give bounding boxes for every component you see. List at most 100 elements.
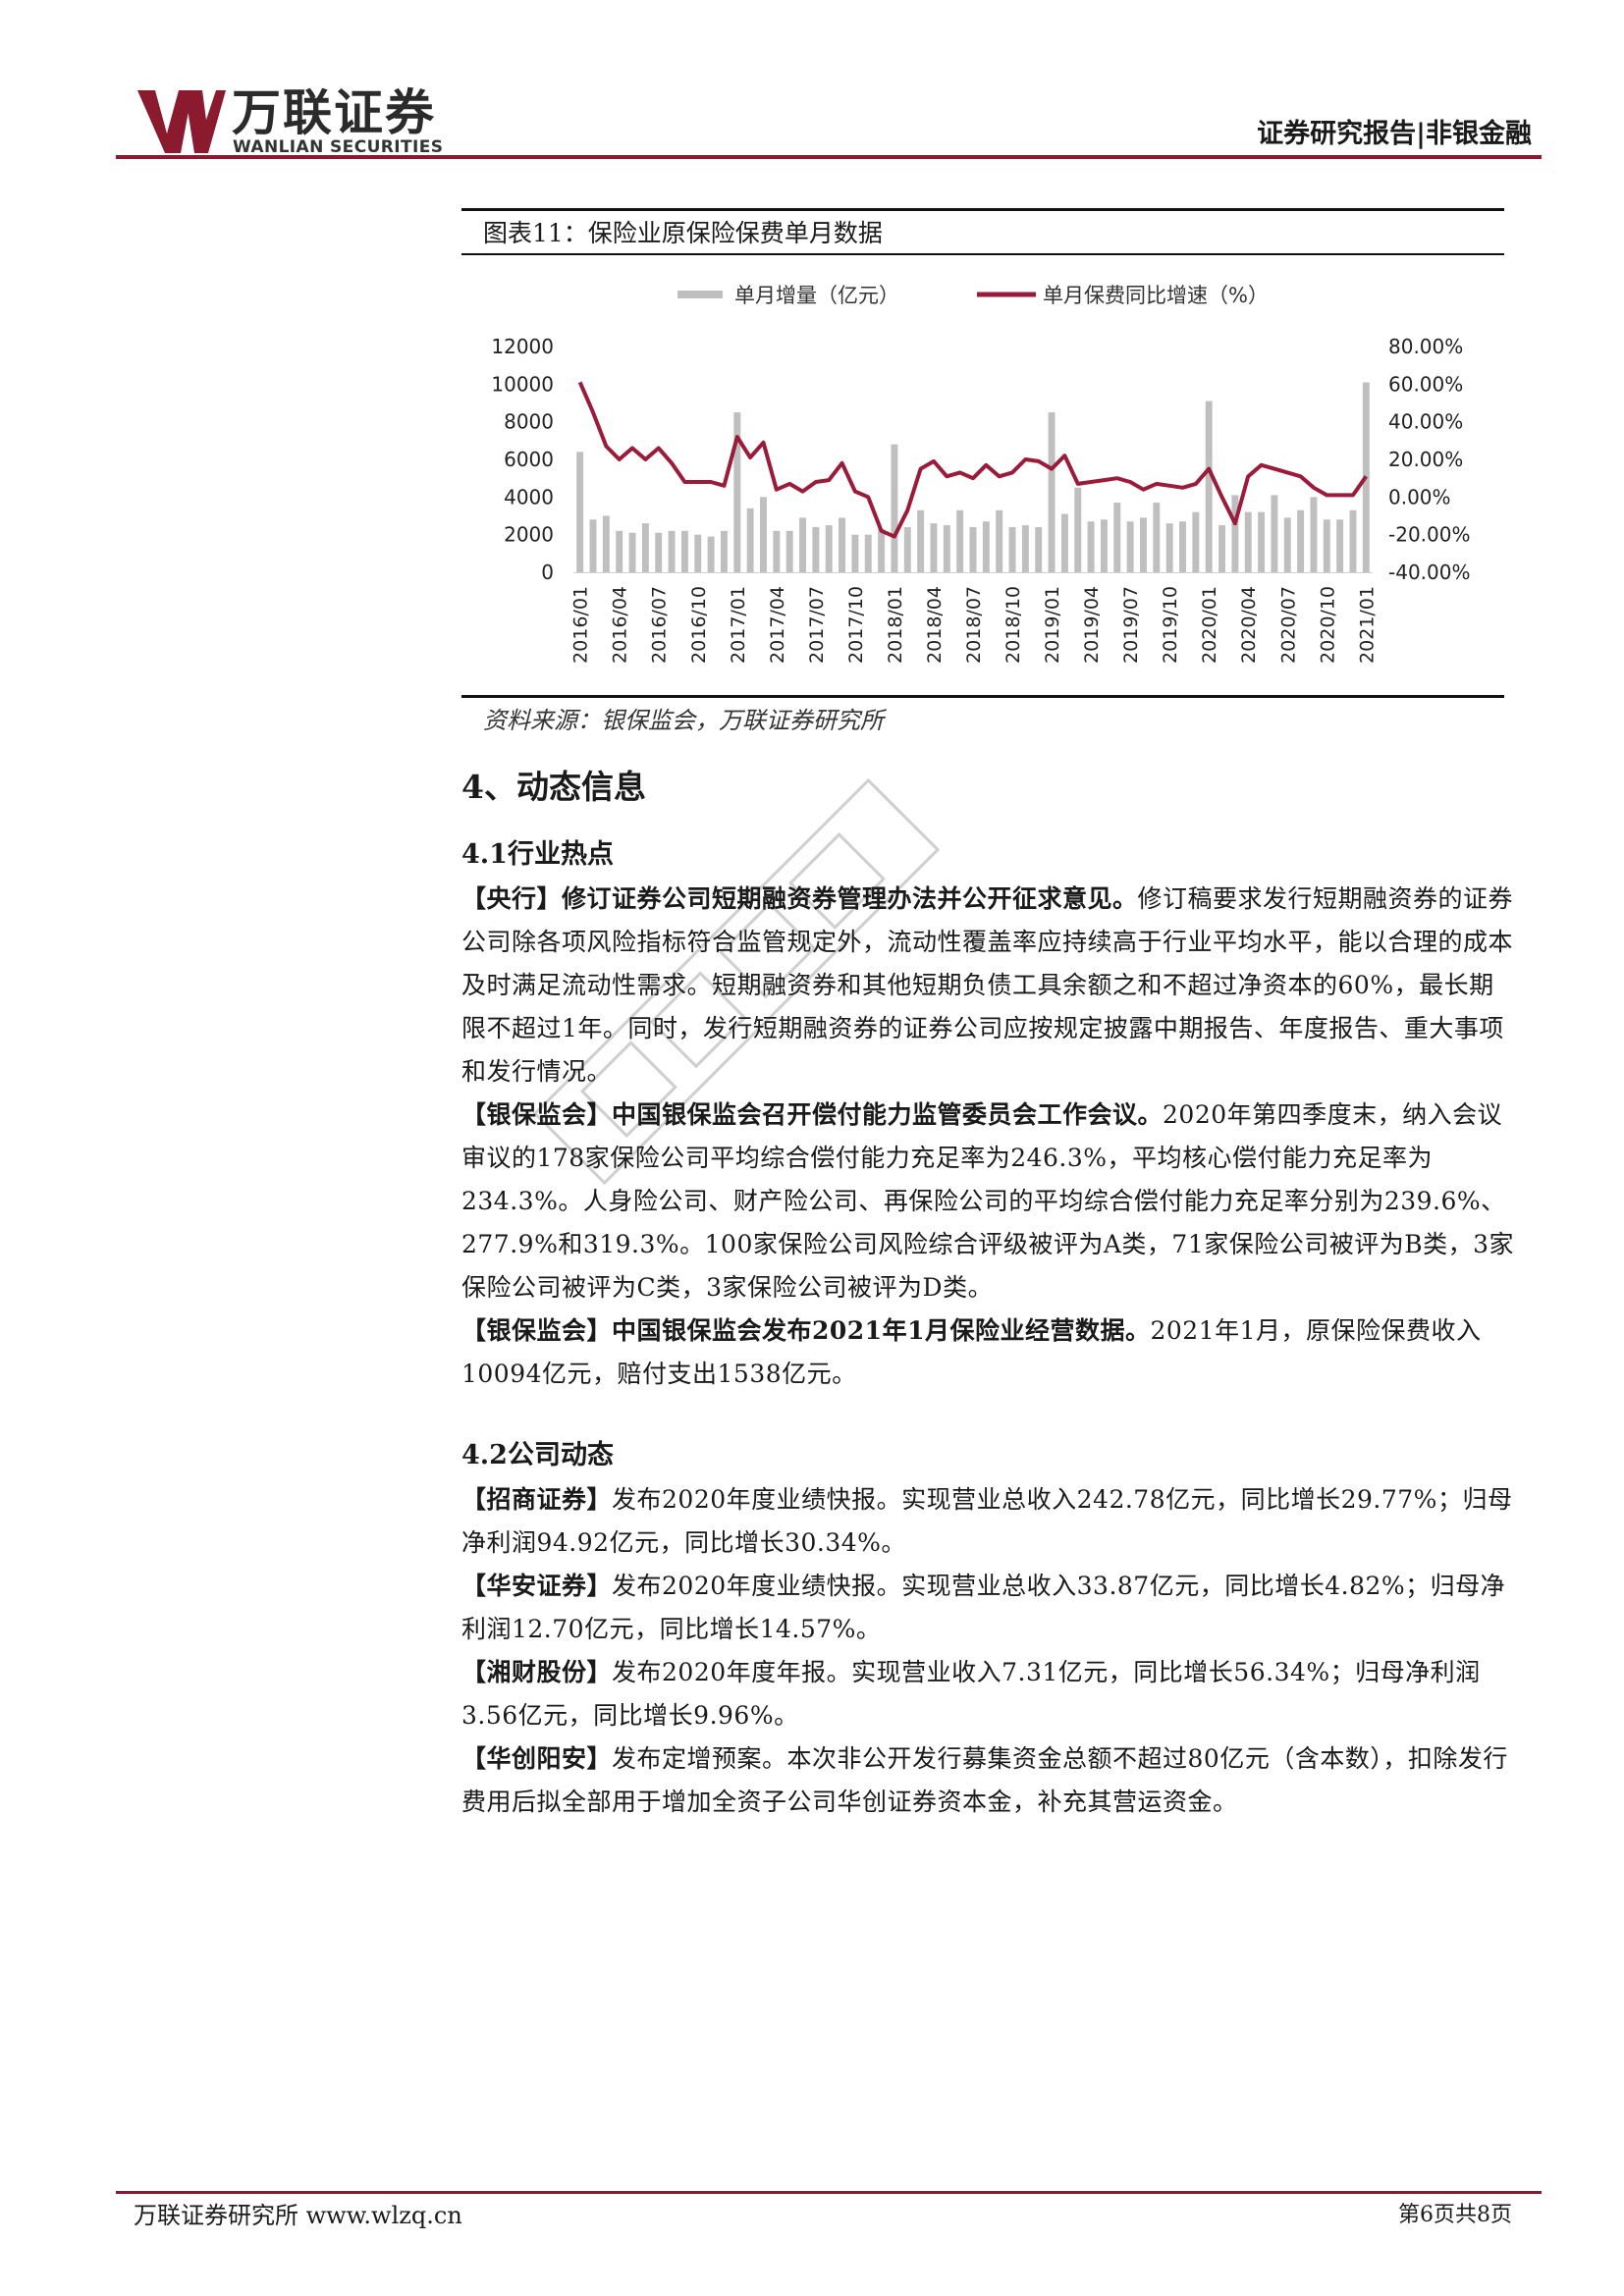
bar <box>1271 495 1278 572</box>
news-body: 2020年第四季度末，纳入会议审议的178家保险公司平均综合偿付能力充足率为24… <box>461 1100 1515 1302</box>
bar <box>680 530 688 572</box>
x-tick-label: 2017/10 <box>845 586 867 664</box>
y-right-tick-label: 0.00% <box>1388 485 1451 508</box>
bar <box>733 412 741 572</box>
bar <box>1192 511 1200 572</box>
bar <box>1323 519 1330 572</box>
company-name: 【华创阳安】 <box>461 1744 613 1773</box>
y-right-tick-label: 20.00% <box>1388 448 1463 471</box>
bar <box>576 452 584 572</box>
company-paragraph: 【湘财股份】发布2020年度年报。实现营业收入7.31亿元，同比增长56.34%… <box>461 1651 1516 1737</box>
x-tick-label: 2017/04 <box>767 586 788 664</box>
x-tick-label: 2019/10 <box>1160 586 1181 664</box>
bar <box>930 523 938 572</box>
bar <box>1179 521 1186 572</box>
figure-title: 图表11：保险业原保险保费单月数据 <box>483 219 883 247</box>
bar <box>917 509 925 572</box>
figure-source: 资料来源：银保监会，万联证券研究所 <box>483 707 884 734</box>
x-tick-label: 2016/10 <box>688 586 710 664</box>
y-right-tick-label: 60.00% <box>1388 372 1463 396</box>
bar <box>1140 517 1147 572</box>
bar <box>1205 400 1213 572</box>
x-tick-label: 2019/04 <box>1081 586 1103 664</box>
y-left-tick-label: 12000 <box>491 335 554 358</box>
bar <box>903 527 911 572</box>
news-paragraph: 【央行】修订证券公司短期融资券管理办法并公开征求意见。修订稿要求发行短期融资券的… <box>461 878 1516 1094</box>
bar <box>1074 487 1082 572</box>
bar <box>891 444 898 572</box>
y-left-tick-label: 8000 <box>504 410 554 434</box>
y-right-tick-label: 80.00% <box>1388 335 1463 358</box>
bar <box>825 525 833 572</box>
legend-label-line: 单月保费同比增速（%） <box>1043 284 1269 307</box>
x-tick-label: 2017/07 <box>806 586 828 664</box>
logo-text-en: WANLIAN SECURITIES <box>233 137 444 157</box>
bar <box>773 530 781 572</box>
header-divider <box>116 155 1542 159</box>
x-tick-label: 2018/04 <box>924 586 946 664</box>
news-headline: 【银保监会】中国银保监会发布2021年1月保险业经营数据。 <box>461 1316 1151 1345</box>
bar <box>1035 527 1043 572</box>
bar <box>602 515 610 572</box>
bar <box>839 517 846 572</box>
x-tick-label: 2019/07 <box>1120 586 1142 664</box>
y-left-tick-label: 4000 <box>504 485 554 508</box>
bar <box>1258 511 1266 572</box>
bar <box>1349 509 1357 572</box>
company-body: 发布定增预案。本次非公开发行募集资金总额不超过80亿元（含本数），扣除发行费用后… <box>461 1744 1508 1816</box>
bar <box>1126 521 1134 572</box>
y-right-tick-label: 40.00% <box>1388 410 1463 434</box>
footer-institute: 万联证券研究所 www.wlzq.cn <box>134 2202 462 2229</box>
company-name: 【华安证券】 <box>461 1572 613 1600</box>
bar <box>864 534 872 572</box>
y-right-tick-label: -40.00% <box>1388 561 1470 584</box>
news-headline: 【央行】修订证券公司短期融资券管理办法并公开征求意见。 <box>461 884 1138 913</box>
bar <box>694 534 702 572</box>
y-left-tick-label: 6000 <box>504 448 554 471</box>
bar <box>655 532 663 572</box>
x-tick-label: 2020/01 <box>1199 586 1220 664</box>
company-body: 发布2020年度业绩快报。实现营业总收入33.87亿元，同比增长4.82%；归母… <box>461 1572 1506 1643</box>
bar <box>996 509 1003 572</box>
premium-chart: 单月增量（亿元） 单月保费同比增速（%） 0 2000 4000 6000 8000 1000… <box>491 284 1470 664</box>
subsection-title-industry: 4.1行业热点 <box>461 839 614 870</box>
bar <box>799 517 806 572</box>
bar <box>746 507 754 572</box>
legend-label-bar: 单月增量（亿元） <box>734 284 899 307</box>
company-paragraph: 【华安证券】发布2020年度业绩快报。实现营业总收入33.87亿元，同比增长4.… <box>461 1565 1516 1651</box>
x-tick-label: 2020/07 <box>1277 586 1299 664</box>
bar <box>1310 497 1318 572</box>
bar <box>1048 412 1056 572</box>
bar <box>943 525 950 572</box>
legend-swatch-bar <box>677 291 723 298</box>
watermark-icon <box>532 777 941 1186</box>
report-type-label: 证券研究报告|非银金融 <box>1257 119 1532 149</box>
bar <box>641 523 649 572</box>
company-paragraph: 【华创阳安】发布定增预案。本次非公开发行募集资金总额不超过80亿元（含本数），扣… <box>461 1737 1516 1824</box>
bar <box>760 497 767 572</box>
company-body: 发布2020年度年报。实现营业收入7.31亿元，同比增长56.34%；归母净利润… <box>461 1658 1481 1730</box>
bar <box>1165 523 1173 572</box>
bar <box>1008 527 1016 572</box>
bar <box>878 528 886 572</box>
bar <box>956 509 964 572</box>
bar <box>1021 525 1029 572</box>
bar <box>969 527 977 572</box>
bar <box>628 532 636 572</box>
bar <box>1113 503 1121 572</box>
news-body: 2021年1月，原保险保费收入10094亿元，赔付支出1538亿元。 <box>461 1316 1482 1388</box>
section-title: 4、动态信息 <box>461 768 646 806</box>
x-tick-label: 2016/07 <box>649 586 671 664</box>
bar <box>707 536 715 572</box>
x-tick-label: 2020/04 <box>1238 586 1260 664</box>
company-name: 【招商证券】 <box>461 1485 613 1514</box>
figure-bottom-rule <box>461 695 1504 698</box>
x-tick-label: 2017/01 <box>728 586 749 664</box>
news-body: 修订稿要求发行短期融资券的证券公司除各项风险指标符合监管规定外，流动性覆盖率应持… <box>461 884 1514 1086</box>
bar <box>1100 519 1108 572</box>
news-headline: 【银保监会】中国银保监会召开偿付能力监管委员会工作会议。 <box>461 1100 1164 1129</box>
bar <box>785 530 793 572</box>
x-tick-label: 2016/01 <box>570 586 592 664</box>
bar <box>812 527 820 572</box>
figure-top-rule <box>461 208 1504 211</box>
